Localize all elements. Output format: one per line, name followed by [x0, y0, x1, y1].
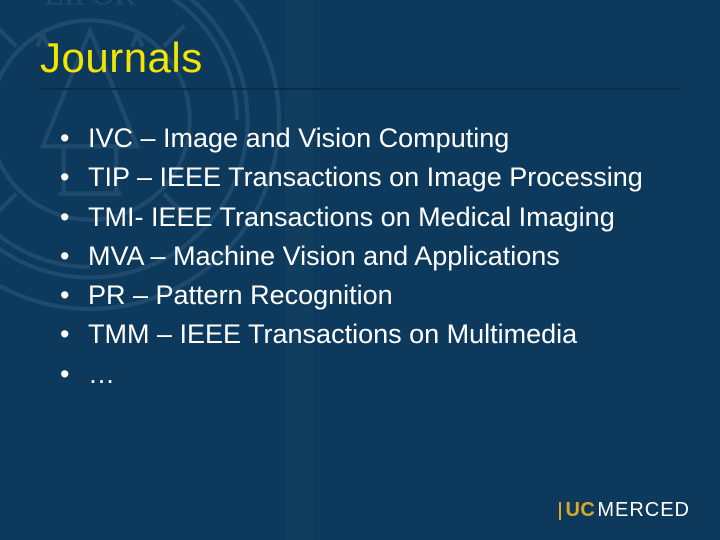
bullet-list: IVC – Image and Vision Computing TIP – I…: [60, 120, 680, 395]
logo-uc: UC: [565, 499, 595, 522]
list-item: …: [60, 356, 680, 393]
slide: LIFOR LE Journals IVC – Image and Vision…: [0, 0, 720, 540]
logo-merced: MERCED: [597, 499, 690, 522]
slide-title: Journals: [40, 34, 203, 82]
list-item: MVA – Machine Vision and Applications: [60, 238, 680, 275]
logo-bar-icon: [559, 502, 561, 520]
list-item: TMM – IEEE Transactions on Multimedia: [60, 316, 680, 353]
list-item: PR – Pattern Recognition: [60, 277, 680, 314]
uc-merced-logo: UC MERCED: [559, 499, 690, 522]
list-item: TMI- IEEE Transactions on Medical Imagin…: [60, 199, 680, 236]
list-item: IVC – Image and Vision Computing: [60, 120, 680, 157]
svg-text:LIFOR: LIFOR: [45, 0, 136, 12]
title-underline: [40, 88, 680, 90]
list-item: TIP – IEEE Transactions on Image Process…: [60, 159, 680, 196]
